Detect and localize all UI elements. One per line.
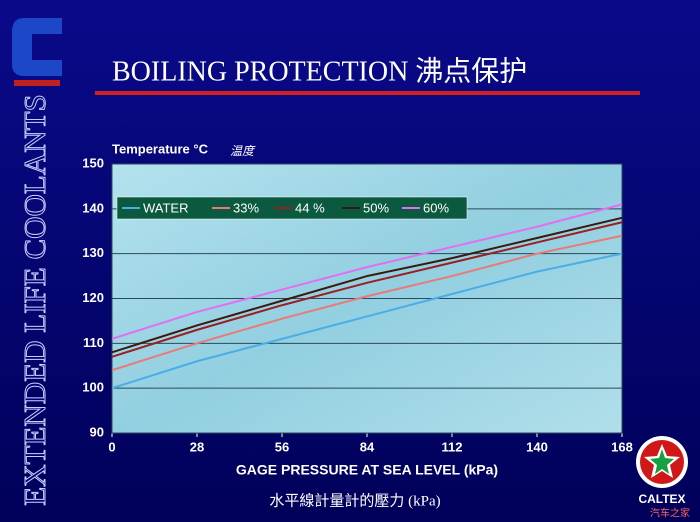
y-tick-label: 120	[82, 290, 104, 305]
x-tick-label: 84	[360, 439, 375, 454]
y-tick-label: 150	[82, 155, 104, 170]
series-line	[111, 234, 623, 372]
y-tick-label: 100	[82, 380, 104, 395]
series-line	[111, 216, 623, 354]
title-rule	[95, 91, 640, 95]
series-line	[111, 221, 623, 358]
y-tick-label: 140	[82, 200, 104, 215]
legend-label: 44 %	[295, 200, 325, 215]
plot-frame	[111, 163, 623, 434]
x-tick-label: 0	[108, 439, 115, 454]
x-axis-label: GAGE PRESSURE AT SEA LEVEL (kPa)	[236, 462, 498, 478]
y-tick-label: 90	[90, 424, 104, 439]
y-tick-label: 130	[82, 245, 104, 260]
legend-label: 33%	[233, 200, 259, 215]
legend-label: WATER	[143, 200, 189, 215]
series-line	[111, 252, 623, 390]
series-line	[111, 203, 623, 340]
watermark: 汽车之家	[650, 507, 690, 520]
x-tick-label: 168	[611, 439, 633, 454]
x-tick-label: 112	[442, 439, 463, 454]
x-tick-label: 140	[526, 439, 548, 454]
legend-label: 60%	[423, 200, 449, 215]
brand: CALTEX	[638, 492, 685, 506]
y-axis-label-cn: 温度	[230, 144, 256, 158]
side-title: EXTENDED LIFE COOLANTS	[17, 94, 52, 506]
x-tick-label: 28	[190, 439, 204, 454]
logo	[12, 18, 62, 86]
x-tick-label: 56	[275, 439, 289, 454]
slide-title: BOILING PROTECTION 沸点保护	[112, 55, 527, 87]
y-tick-label: 110	[83, 335, 104, 350]
x-axis-label-cn: 水平線計量計的壓力 (kPa)	[269, 492, 440, 509]
legend-label: 50%	[363, 200, 389, 215]
caltex-logo	[636, 436, 688, 488]
y-axis-label: Temperature °C	[112, 141, 209, 156]
